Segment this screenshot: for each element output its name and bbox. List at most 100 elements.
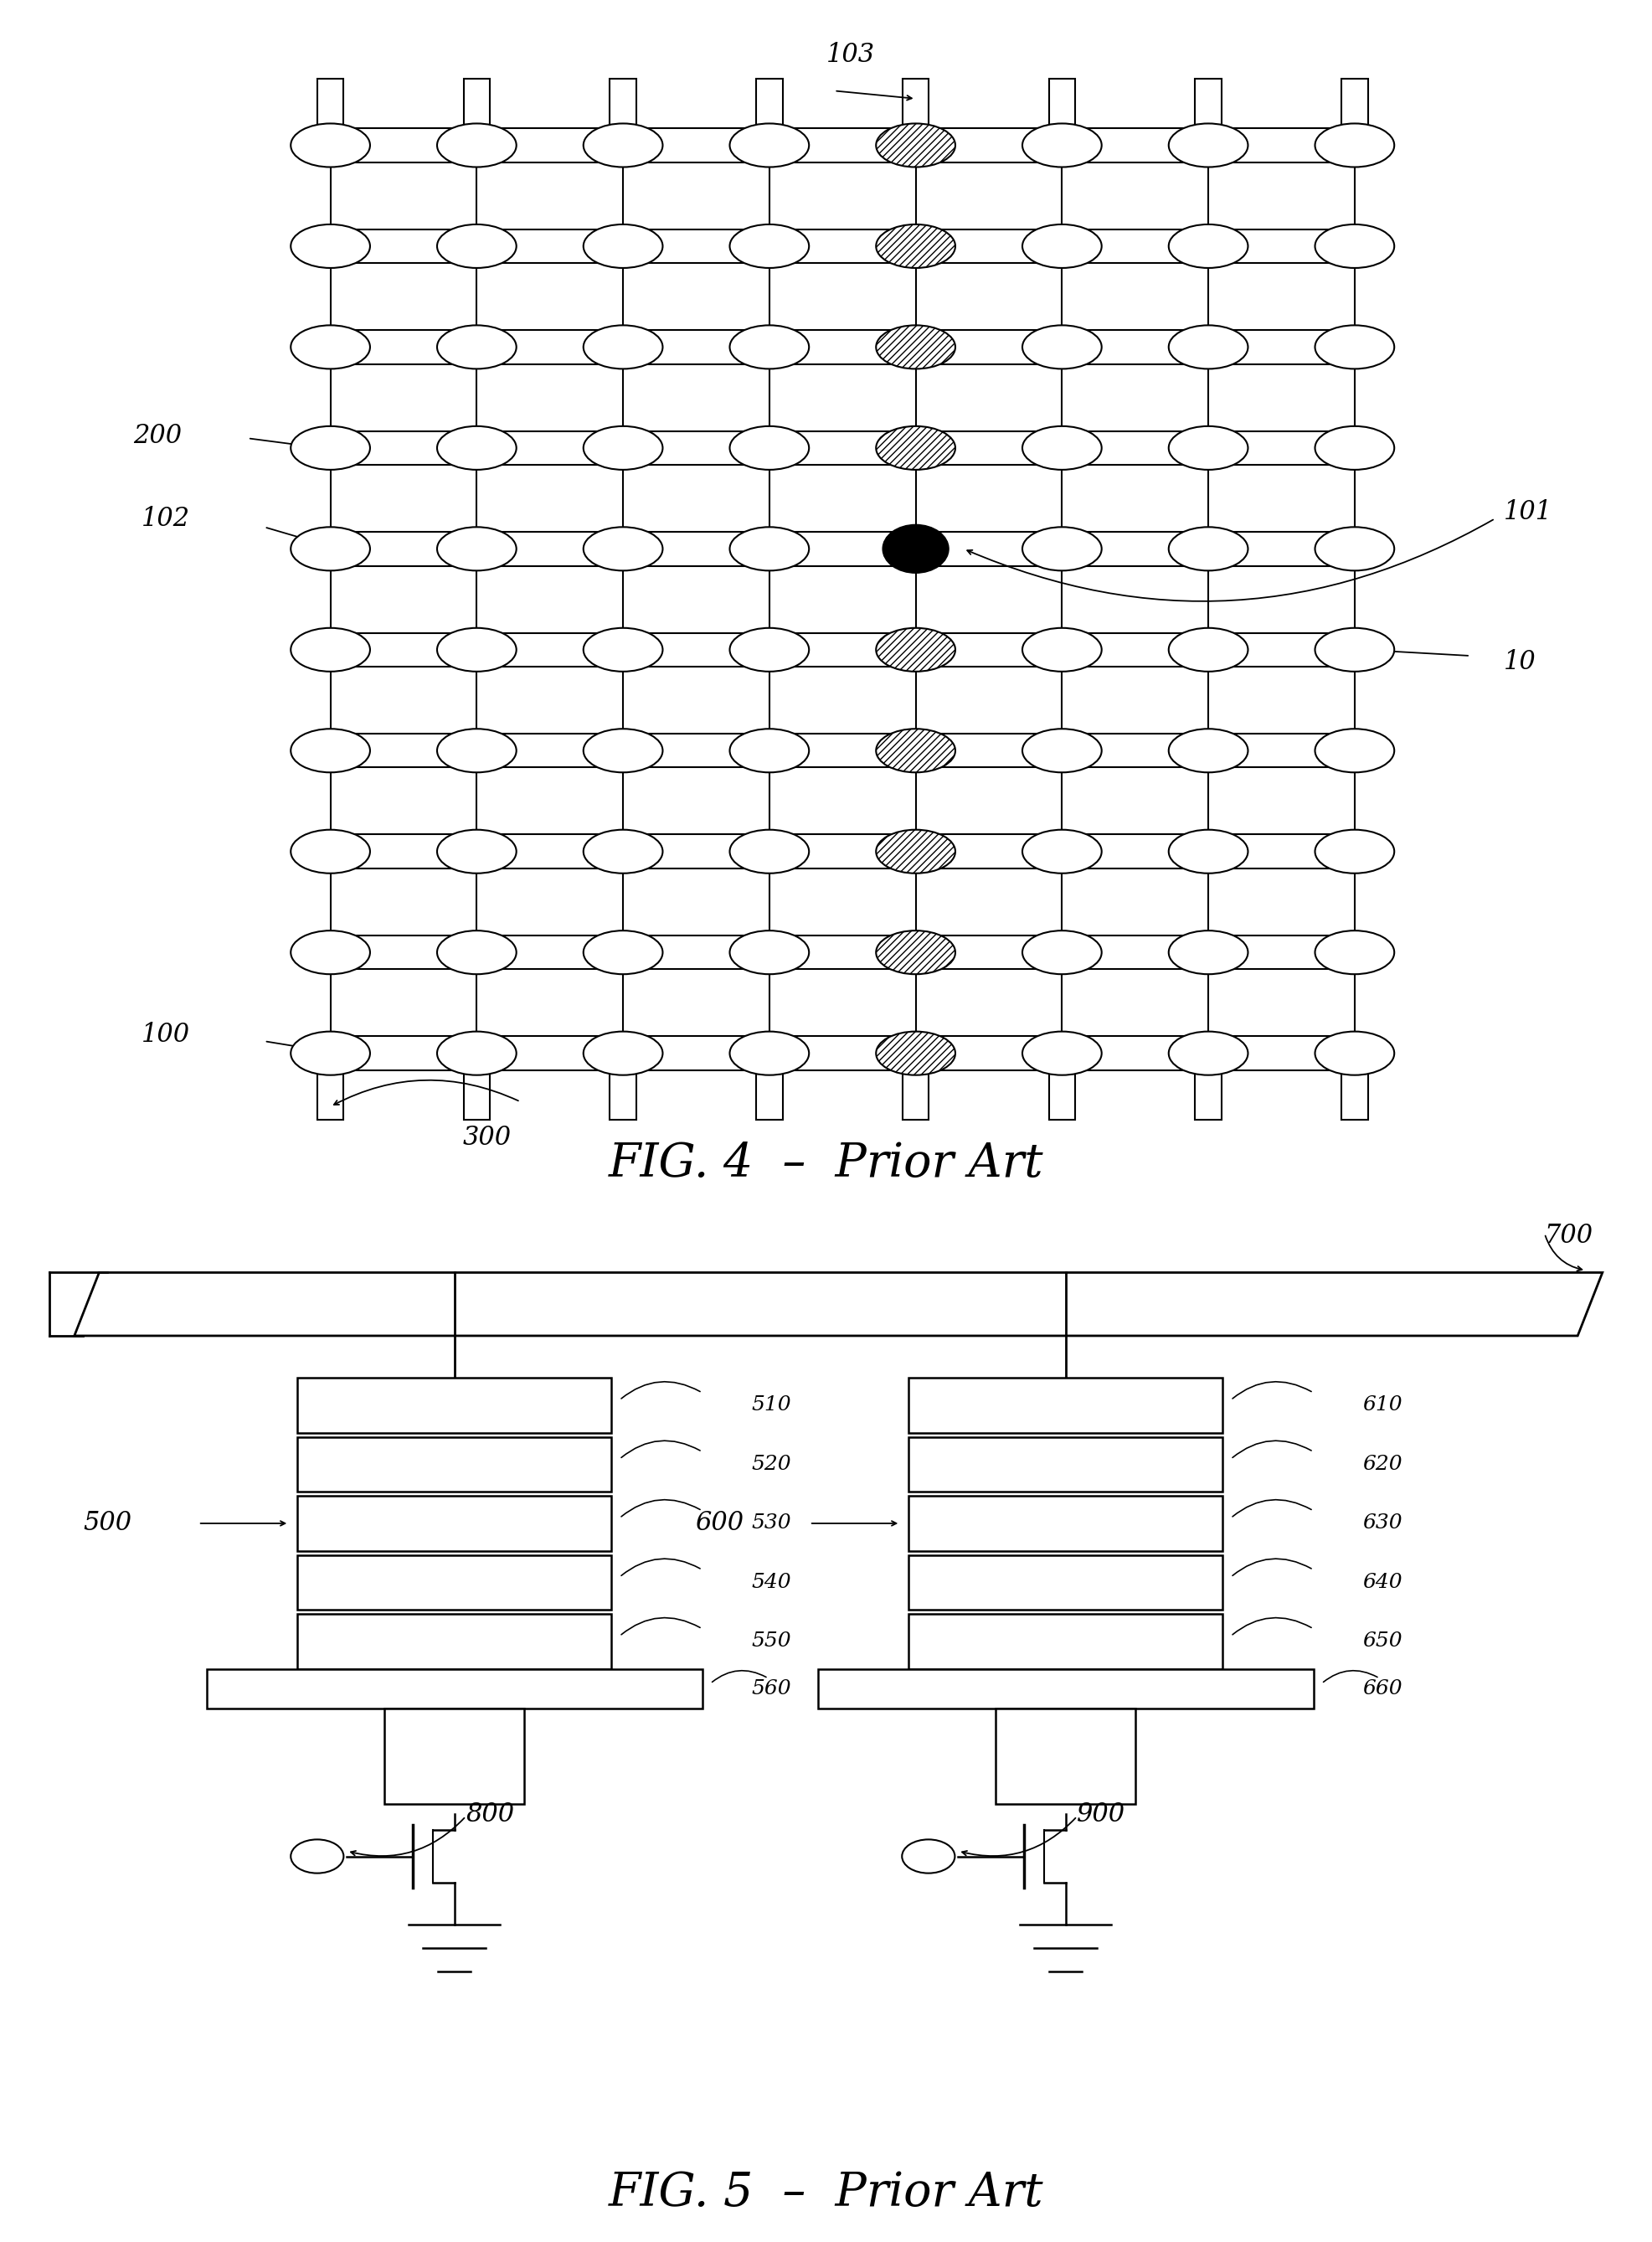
Ellipse shape [1168,830,1247,874]
Ellipse shape [730,426,809,471]
Ellipse shape [438,325,517,370]
Ellipse shape [291,527,370,572]
Bar [909,1437,1222,1491]
Ellipse shape [876,628,955,673]
Text: 540: 540 [752,1572,791,1592]
Ellipse shape [438,123,517,168]
Bar [995,1708,1137,1803]
Bar [902,78,928,146]
Ellipse shape [1315,1031,1394,1076]
Ellipse shape [1023,426,1102,471]
Ellipse shape [730,224,809,269]
Text: 640: 640 [1363,1572,1403,1592]
Ellipse shape [1168,930,1247,975]
Bar [297,1495,611,1551]
Ellipse shape [876,930,955,975]
Text: 530: 530 [752,1513,791,1534]
Bar [818,1668,1313,1708]
Bar [1194,1054,1221,1119]
Ellipse shape [583,1031,662,1076]
Ellipse shape [1023,628,1102,673]
Ellipse shape [730,527,809,572]
Ellipse shape [730,729,809,773]
Ellipse shape [730,325,809,370]
Ellipse shape [1315,930,1394,975]
Circle shape [291,1838,344,1874]
Bar [330,1036,1355,1069]
Ellipse shape [583,325,662,370]
Ellipse shape [438,628,517,673]
Bar [464,1054,491,1119]
Bar [909,1614,1222,1668]
Ellipse shape [1168,729,1247,773]
Ellipse shape [1023,224,1102,269]
Text: 102: 102 [142,507,190,531]
Ellipse shape [1315,426,1394,471]
Ellipse shape [438,1031,517,1076]
Bar [909,1379,1222,1433]
Ellipse shape [876,224,955,269]
Bar [297,1614,611,1668]
Ellipse shape [291,123,370,168]
Ellipse shape [1168,628,1247,673]
Text: 500: 500 [84,1511,132,1536]
Ellipse shape [876,830,955,874]
Bar [757,78,783,146]
Text: 300: 300 [463,1125,512,1150]
Ellipse shape [1315,830,1394,874]
Bar [330,632,1355,666]
Ellipse shape [876,426,955,471]
Bar [330,128,1355,161]
Ellipse shape [583,628,662,673]
Ellipse shape [291,930,370,975]
Bar [317,78,344,146]
Ellipse shape [1315,628,1394,673]
Text: 630: 630 [1363,1513,1403,1534]
Polygon shape [74,1273,1602,1336]
Ellipse shape [291,830,370,874]
Ellipse shape [1168,224,1247,269]
Text: 520: 520 [752,1455,791,1473]
Text: 660: 660 [1363,1679,1403,1699]
Ellipse shape [1168,1031,1247,1076]
Ellipse shape [583,830,662,874]
Bar [757,1054,783,1119]
Circle shape [882,525,948,574]
Ellipse shape [583,426,662,471]
Ellipse shape [1168,426,1247,471]
Bar [297,1556,611,1610]
Bar [297,1437,611,1491]
Ellipse shape [583,930,662,975]
Bar [330,430,1355,464]
Text: 610: 610 [1363,1397,1403,1415]
Ellipse shape [730,1031,809,1076]
Text: 101: 101 [1503,500,1551,525]
Bar [610,78,636,146]
Ellipse shape [1023,830,1102,874]
Text: 510: 510 [752,1397,791,1415]
Ellipse shape [583,123,662,168]
Ellipse shape [730,123,809,168]
Bar [464,78,491,146]
Circle shape [902,1838,955,1874]
Ellipse shape [1168,123,1247,168]
Bar [1341,78,1368,146]
Ellipse shape [1168,527,1247,572]
Ellipse shape [583,729,662,773]
Text: 600: 600 [695,1511,743,1536]
Ellipse shape [730,930,809,975]
Text: 550: 550 [752,1632,791,1650]
Bar [902,1054,928,1119]
Text: 700: 700 [1545,1222,1593,1249]
Bar [330,229,1355,262]
Ellipse shape [291,426,370,471]
Ellipse shape [1023,1031,1102,1076]
Text: FIG. 4  –  Prior Art: FIG. 4 – Prior Art [608,1141,1044,1186]
Text: 650: 650 [1363,1632,1403,1650]
Ellipse shape [438,930,517,975]
Bar [330,733,1355,767]
Bar [909,1556,1222,1610]
Bar [317,1054,344,1119]
Ellipse shape [1168,325,1247,370]
Ellipse shape [291,729,370,773]
